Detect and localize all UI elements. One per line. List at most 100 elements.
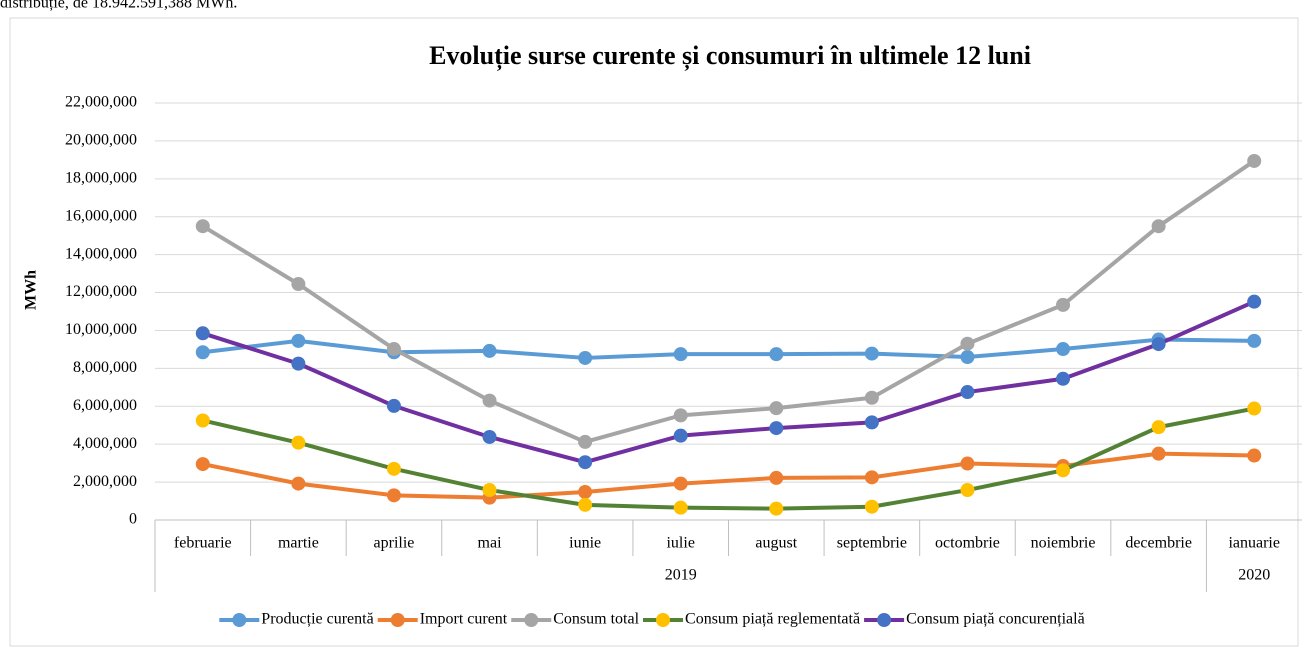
data-point (960, 456, 975, 471)
legend-marker (232, 613, 247, 627)
x-tick-label: septembrie (837, 535, 907, 552)
y-tick-label: 22,000,000 (65, 94, 137, 111)
series-line (201, 159, 1256, 444)
page-text: distribuție, de 18.942.591,388 MWh. (0, 0, 237, 12)
data-point (578, 434, 593, 449)
group-label: 2019 (665, 567, 697, 584)
y-tick-label: 16,000,000 (65, 207, 137, 224)
data-point (1056, 371, 1071, 386)
y-tick-label: 10,000,000 (65, 321, 137, 338)
data-point (1151, 420, 1166, 435)
legend-marker (877, 613, 892, 627)
data-point (291, 277, 306, 292)
data-point (769, 501, 784, 516)
data-point (769, 347, 784, 362)
data-point (864, 470, 879, 485)
data-point (482, 343, 497, 358)
data-point (1056, 297, 1071, 312)
data-point (1151, 337, 1166, 352)
data-point (578, 484, 593, 499)
y-axis-label: MWh (23, 270, 40, 310)
data-point (291, 333, 306, 348)
x-tick-label: aprilie (374, 535, 415, 552)
data-point (195, 345, 210, 360)
x-tick-label: august (755, 535, 797, 552)
data-point (769, 401, 784, 416)
data-point (482, 483, 497, 498)
data-point (673, 428, 688, 443)
data-point (673, 476, 688, 491)
x-tick-label: ianuarie (1228, 535, 1280, 552)
data-point (864, 390, 879, 405)
data-point (1247, 448, 1262, 463)
data-point (864, 415, 879, 430)
data-point (195, 457, 210, 472)
data-point (291, 476, 306, 491)
legend-label: Import curent (420, 611, 508, 628)
data-point (386, 342, 401, 357)
x-tick-label: noiembrie (1031, 535, 1096, 552)
legend-item: Producție curentă (219, 611, 374, 628)
data-point (673, 500, 688, 515)
chart-title: Evoluție surse curente și consumuri în u… (429, 41, 1031, 71)
data-point (578, 350, 593, 365)
data-point (1247, 401, 1262, 416)
x-tick-label: decembrie (1125, 535, 1192, 552)
legend-item: Consum piață reglementată (643, 611, 860, 628)
data-point (386, 461, 401, 476)
legend-item: Consum piață concurențială (864, 611, 1085, 628)
data-point (291, 435, 306, 450)
y-tick-label: 6,000,000 (73, 397, 137, 414)
x-tick-label: iunie (569, 535, 601, 552)
data-point (386, 488, 401, 503)
y-tick-label: 14,000,000 (65, 245, 137, 262)
legend-label: Producție curentă (261, 611, 373, 628)
data-point (578, 455, 593, 470)
x-tick-label: iulie (666, 535, 694, 552)
legend-item: Consum total (511, 611, 640, 628)
data-point (195, 413, 210, 428)
data-point (1151, 219, 1166, 234)
data-point (1151, 446, 1166, 461)
legend-label: Consum total (553, 611, 639, 628)
data-point (1247, 294, 1262, 309)
data-point (195, 219, 210, 234)
x-tick-label: mai (478, 535, 503, 552)
group-label: 2020 (1238, 567, 1270, 584)
series-line (202, 337, 1255, 360)
data-point (864, 499, 879, 514)
data-point (291, 356, 306, 371)
y-tick-label: 2,000,000 (73, 473, 137, 490)
x-tick-label: martie (278, 535, 319, 552)
data-point (1247, 153, 1262, 168)
data-point (960, 385, 975, 400)
data-point (578, 497, 593, 512)
y-tick-label: 0 (129, 511, 137, 528)
data-point (769, 470, 784, 485)
legend-label: Consum piață concurențială (906, 611, 1085, 628)
legend-marker (656, 613, 671, 627)
data-point (1247, 333, 1262, 348)
legend-item: Import curent (377, 611, 508, 628)
y-tick-label: 4,000,000 (73, 435, 137, 452)
data-point (769, 421, 784, 436)
data-point (1056, 463, 1071, 478)
data-point (864, 346, 879, 361)
legend-label: Consum piață reglementată (685, 611, 860, 628)
y-tick-label: 8,000,000 (73, 359, 137, 376)
series-line (202, 299, 1256, 465)
y-tick-label: 20,000,000 (65, 132, 137, 149)
x-tick-label: februarie (174, 535, 232, 552)
series-line (202, 406, 1255, 511)
y-tick-label: 12,000,000 (65, 283, 137, 300)
data-point (195, 326, 210, 341)
x-tick-label: octombrie (935, 535, 1000, 552)
data-point (673, 408, 688, 423)
data-point (386, 398, 401, 413)
data-point (960, 336, 975, 351)
data-point (960, 483, 975, 498)
data-point (960, 349, 975, 364)
data-point (1056, 342, 1071, 357)
